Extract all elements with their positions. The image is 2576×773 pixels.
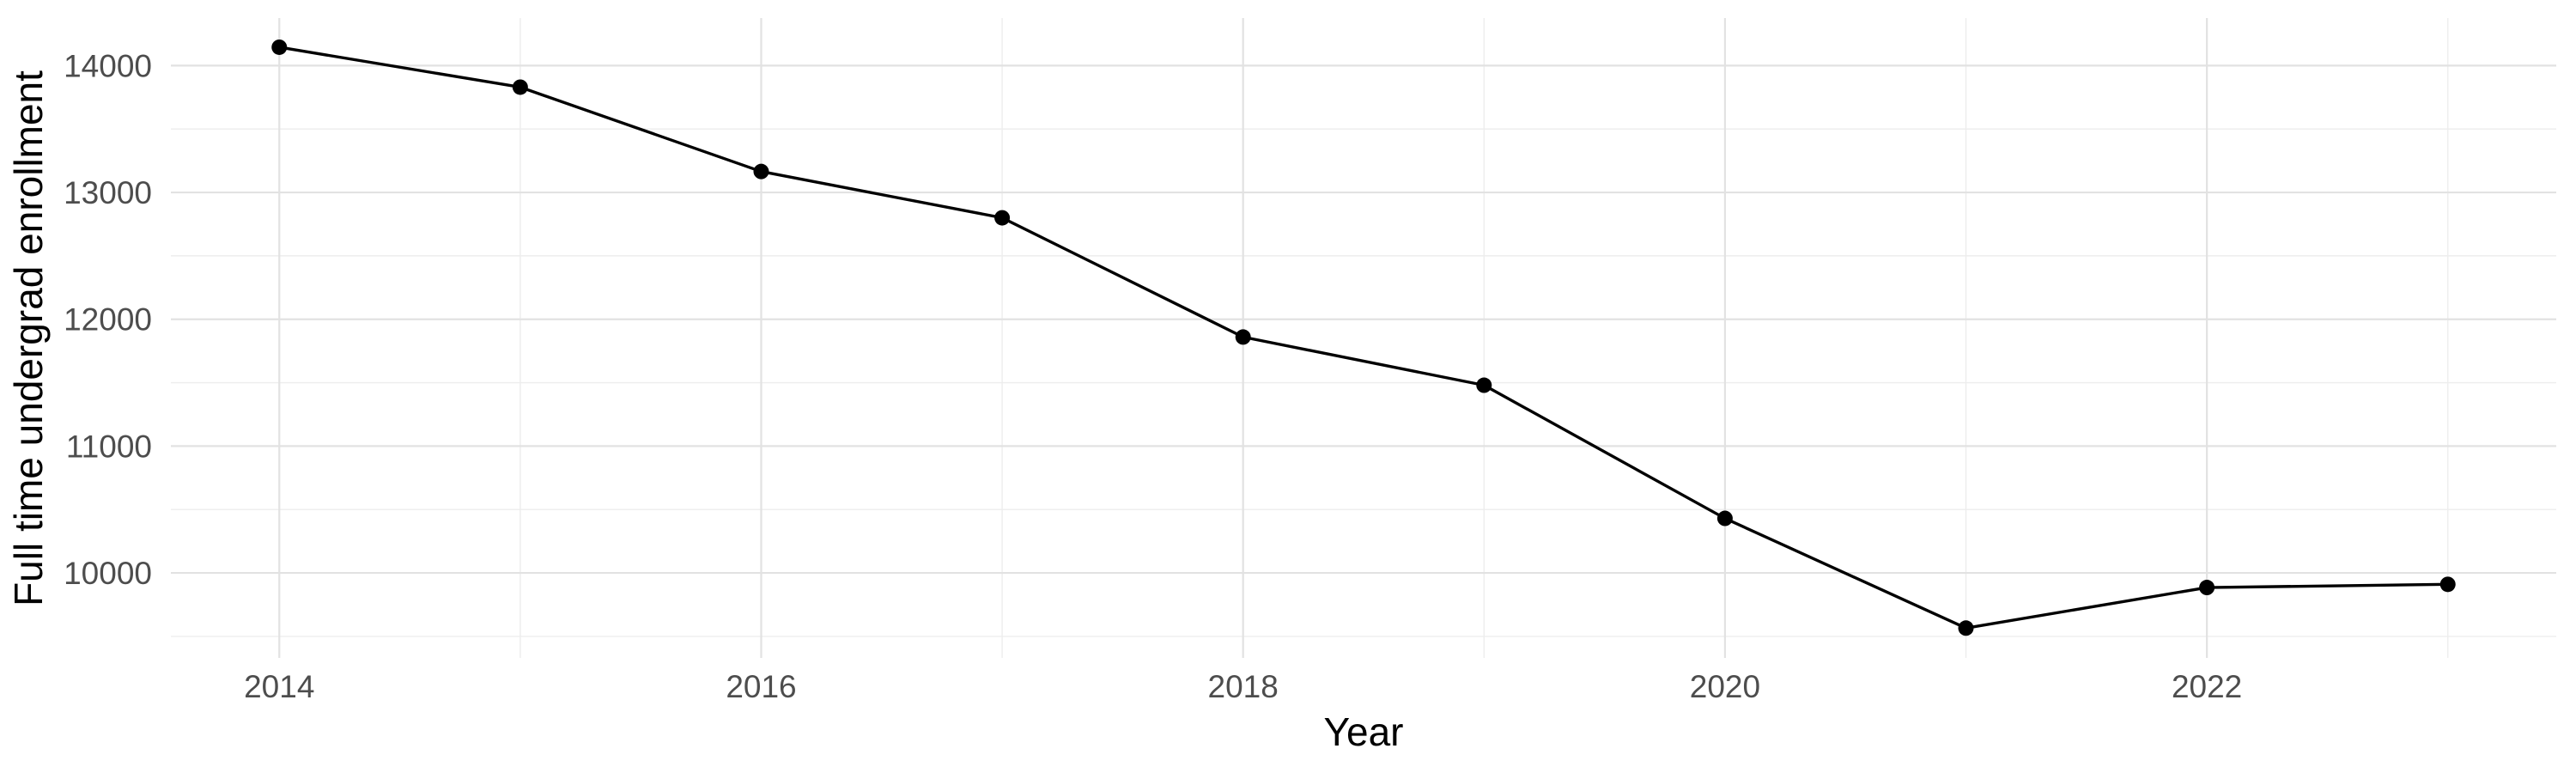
data-point bbox=[1716, 510, 1733, 526]
x-tick-label: 2016 bbox=[726, 669, 796, 704]
x-tick-label: 2022 bbox=[2172, 669, 2242, 704]
data-point bbox=[753, 163, 769, 180]
data-line bbox=[278, 46, 2448, 630]
data-point bbox=[2439, 576, 2456, 593]
x-tick-label: 2014 bbox=[244, 669, 314, 704]
x-tick-label: 2018 bbox=[1208, 669, 1279, 704]
y-tick-label: 11000 bbox=[66, 429, 152, 464]
y-tick-label: 13000 bbox=[64, 175, 152, 210]
x-tick-label: 2020 bbox=[1690, 669, 1760, 704]
data-point bbox=[271, 39, 288, 55]
data-point bbox=[1476, 377, 1492, 393]
y-tick-label: 10000 bbox=[64, 556, 152, 591]
y-tick-label: 14000 bbox=[64, 48, 152, 83]
x-axis-title: Year bbox=[1323, 709, 1404, 754]
data-point bbox=[512, 79, 528, 95]
data-point bbox=[1235, 329, 1251, 345]
data-point bbox=[1958, 620, 1974, 636]
data-point bbox=[2199, 580, 2215, 596]
data-point bbox=[994, 210, 1011, 226]
y-axis-title: Full time undergrad enrollment bbox=[6, 70, 51, 606]
y-tick-label: 12000 bbox=[64, 302, 152, 338]
